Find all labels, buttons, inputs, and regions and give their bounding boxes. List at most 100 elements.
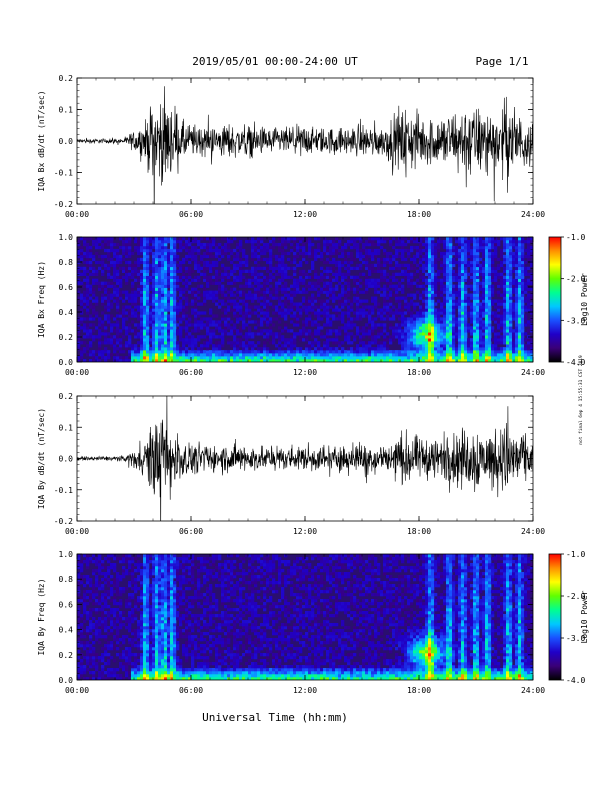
spectrogram-cell	[530, 317, 533, 321]
spectrogram-cell	[479, 245, 483, 250]
spectrogram-cell	[275, 281, 279, 285]
spectrogram-cell	[485, 356, 489, 360]
spectrogram-cell	[140, 242, 144, 247]
spectrogram-cell	[461, 269, 465, 274]
spectrogram-cell	[176, 341, 180, 345]
spectrogram-cell	[185, 278, 189, 282]
spectrogram-cell	[461, 242, 465, 247]
spectrogram-cell	[98, 350, 102, 354]
spectrogram-cell	[323, 335, 327, 339]
spectrogram-cell	[161, 335, 165, 339]
spectrogram-cell	[518, 248, 522, 253]
spectrogram-cell	[194, 290, 198, 294]
spectrogram-cell	[332, 290, 336, 294]
spectrogram-cell	[176, 269, 180, 274]
spectrogram-cell	[347, 272, 351, 276]
spectrogram-cell	[299, 245, 303, 250]
spectrogram-cell	[140, 278, 144, 282]
spectrogram-cell	[398, 272, 402, 276]
spectrogram-cell	[86, 251, 90, 256]
spectrogram-cell	[473, 281, 477, 285]
spectrogram-cell	[419, 284, 423, 288]
spectrogram-cell	[83, 293, 87, 297]
spectrogram-cell	[296, 350, 300, 354]
spectrogram-cell	[467, 329, 471, 333]
spectrogram-cell	[239, 278, 243, 282]
spectrogram-cell	[395, 314, 399, 318]
spectrogram-cell	[80, 347, 84, 351]
spectrogram-cell	[296, 242, 300, 247]
spectrogram-cell	[254, 344, 258, 348]
spectrogram-cell	[347, 332, 351, 336]
spectrogram-cell	[197, 296, 201, 300]
spectrogram-cell	[146, 335, 150, 339]
spectrogram-cell	[236, 356, 240, 360]
spectrogram-cell	[281, 239, 285, 244]
spectrogram-cell	[146, 329, 150, 333]
spectrogram-cell	[80, 281, 84, 285]
spectrogram-cell	[359, 237, 363, 241]
spectrogram-cell	[302, 287, 306, 291]
spectrogram-cell	[182, 356, 186, 360]
spectrogram-cell	[446, 332, 450, 336]
spectrogram-cell	[476, 323, 480, 327]
spectrogram-cell	[515, 257, 519, 262]
spectrogram-cell	[482, 341, 486, 345]
spectrogram-cell	[443, 269, 447, 274]
spectrogram-cell	[257, 293, 261, 297]
spectrogram-cell	[230, 269, 234, 274]
spectrogram-cell	[422, 305, 426, 309]
spectrogram-cell	[455, 329, 459, 333]
spectrogram-cell	[485, 323, 489, 327]
spectrogram-cell	[431, 281, 435, 285]
spectrogram-cell	[437, 278, 441, 282]
spectrogram-cell	[263, 242, 267, 247]
spectrogram-cell	[299, 347, 303, 351]
spectrogram-cell	[83, 290, 87, 294]
spectrogram-cell	[203, 335, 207, 339]
spectrogram-cell	[470, 260, 474, 265]
spectrogram-cell	[467, 353, 471, 357]
spectrogram-cell	[338, 341, 342, 345]
spectrogram-cell	[218, 257, 222, 262]
spectrogram-cell	[434, 257, 438, 262]
spectrogram-cell	[239, 290, 243, 294]
spectrogram-cell	[359, 341, 363, 345]
spectrogram-cell	[398, 338, 402, 342]
spectrogram-cell	[320, 257, 324, 262]
spectrogram-cell	[125, 356, 129, 360]
spectrogram-cell	[278, 338, 282, 342]
spectrogram-cell	[500, 281, 504, 285]
spectrogram-cell	[146, 299, 150, 303]
spectrogram-cell	[257, 296, 261, 300]
spectrogram-cell	[131, 314, 135, 318]
spectrogram-cell	[332, 278, 336, 282]
spectrogram-cell	[170, 353, 174, 357]
spectrogram-cell	[485, 242, 489, 247]
spectrogram-cell	[167, 254, 171, 259]
spectrogram-cell	[323, 237, 327, 241]
spectrogram-cell	[155, 257, 159, 262]
spectrogram-cell	[182, 350, 186, 354]
spectrogram-cell	[506, 278, 510, 282]
spectrogram-cell	[284, 290, 288, 294]
spectrogram-cell	[428, 260, 432, 265]
spectrogram-cell	[428, 296, 432, 300]
spectrogram-cell	[86, 281, 90, 285]
spectrogram-cell	[188, 317, 192, 321]
spectrogram-cell	[260, 239, 264, 244]
spectrogram-cell	[440, 335, 444, 339]
spectrogram-cell	[89, 245, 93, 250]
spectrogram-cell	[506, 326, 510, 330]
spectrogram-cell	[272, 239, 276, 244]
spectrogram-cell	[164, 293, 168, 297]
spectrogram-cell	[158, 281, 162, 285]
spectrogram-cell	[275, 356, 279, 360]
spectrogram-cell	[347, 353, 351, 357]
spectrogram-cell	[161, 281, 165, 285]
spectrogram-cell	[491, 293, 495, 297]
spectrogram-cell	[164, 305, 168, 309]
spectrogram-cell	[281, 287, 285, 291]
spectrogram-cell	[371, 242, 375, 247]
spectrogram-cell	[335, 338, 339, 342]
